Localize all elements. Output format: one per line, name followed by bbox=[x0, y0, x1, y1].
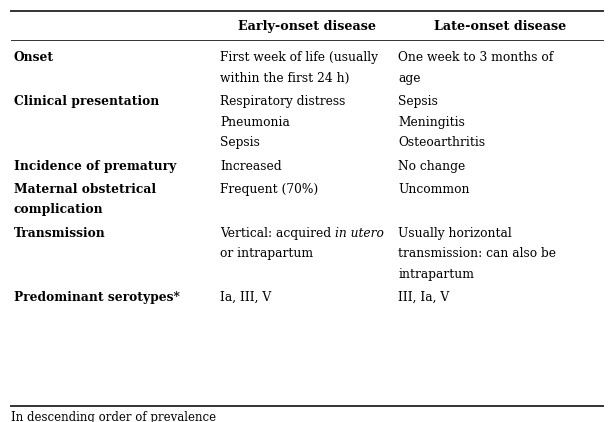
Text: Clinical presentation: Clinical presentation bbox=[14, 95, 159, 108]
Text: intrapartum: intrapartum bbox=[398, 268, 475, 281]
Text: No change: No change bbox=[398, 160, 466, 173]
Text: Uncommon: Uncommon bbox=[398, 183, 470, 196]
Text: Ia, III, V: Ia, III, V bbox=[220, 291, 271, 304]
Text: age: age bbox=[398, 72, 421, 85]
Text: transmission: can also be: transmission: can also be bbox=[398, 247, 556, 260]
Text: One week to 3 months of: One week to 3 months of bbox=[398, 51, 554, 65]
Text: Incidence of prematury: Incidence of prematury bbox=[14, 160, 176, 173]
Text: within the first 24 h): within the first 24 h) bbox=[220, 72, 350, 85]
Text: First week of life (usually: First week of life (usually bbox=[220, 51, 378, 65]
Text: Usually horizontal: Usually horizontal bbox=[398, 227, 512, 240]
Text: Late-onset disease: Late-onset disease bbox=[434, 20, 567, 32]
Text: Sepsis: Sepsis bbox=[398, 95, 438, 108]
Text: in utero: in utero bbox=[335, 227, 384, 240]
Text: Sepsis: Sepsis bbox=[220, 136, 260, 149]
Text: Respiratory distress: Respiratory distress bbox=[220, 95, 346, 108]
Text: Onset: Onset bbox=[14, 51, 53, 65]
Text: Increased: Increased bbox=[220, 160, 282, 173]
Text: Transmission: Transmission bbox=[14, 227, 105, 240]
Text: Pneumonia: Pneumonia bbox=[220, 116, 290, 129]
Text: Osteoarthritis: Osteoarthritis bbox=[398, 136, 486, 149]
Text: complication: complication bbox=[14, 203, 103, 216]
Text: III, Ia, V: III, Ia, V bbox=[398, 291, 449, 304]
Text: Early-onset disease: Early-onset disease bbox=[238, 20, 376, 32]
Text: Vertical: acquired: Vertical: acquired bbox=[220, 227, 335, 240]
Text: Maternal obstetrical: Maternal obstetrical bbox=[14, 183, 155, 196]
Text: or intrapartum: or intrapartum bbox=[220, 247, 314, 260]
Text: Meningitis: Meningitis bbox=[398, 116, 465, 129]
Text: Predominant serotypes*: Predominant serotypes* bbox=[14, 291, 179, 304]
Text: Frequent (70%): Frequent (70%) bbox=[220, 183, 319, 196]
Text: In descending order of prevalence: In descending order of prevalence bbox=[11, 411, 216, 422]
